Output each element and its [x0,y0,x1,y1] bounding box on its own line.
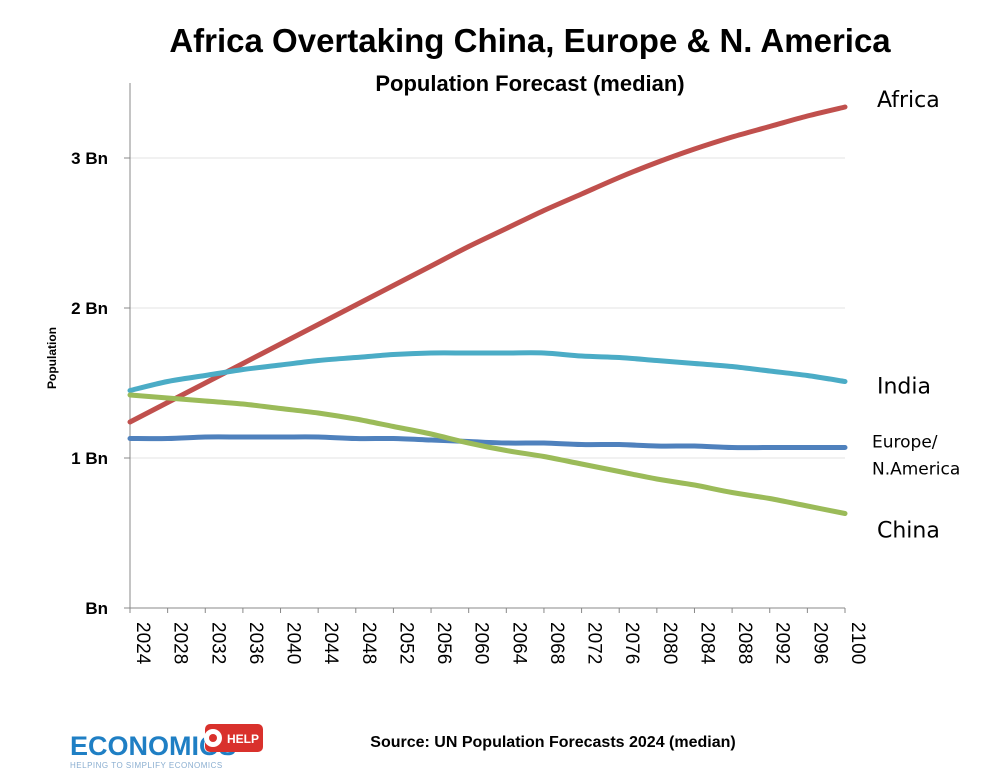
x-tick-label-2052: 2052 [395,622,416,664]
x-tick-label-2036: 2036 [245,622,266,664]
y-axis-label: Population [45,327,59,389]
y-tick-label-0: Bn [85,599,108,618]
x-tick-labels: 2024 2028 2032 2036 2040 2044 2048 2052 2056 2060… [132,622,868,665]
series-label-china: China [877,519,940,544]
x-tick-label-2024: 2024 [132,622,153,665]
economics-help-logo: ECONOMICS HELP HELPING TO SIMPLIFY ECONO… [70,724,263,770]
series-label-africa: Africa [877,88,940,113]
series-labels: Africa India Europe/N.America China [872,88,960,544]
logo-badge-shape [205,724,263,752]
source-note: Source: UN Population Forecasts 2024 (me… [370,734,735,751]
y-tick-label-3: 3 Bn [71,149,108,168]
x-tick-label-2064: 2064 [508,622,529,665]
logo-badge: HELP [227,732,259,746]
x-tick-label-2048: 2048 [358,622,379,664]
x-tick-label-2096: 2096 [809,622,830,664]
x-tick-label-2080: 2080 [659,622,680,664]
x-tick-label-2092: 2092 [772,622,793,664]
x-tick-label-2040: 2040 [283,622,304,664]
x-tick-label-2100: 2100 [847,622,868,664]
x-tick-label-2072: 2072 [584,622,605,664]
series-label-india: India [877,375,931,400]
x-tick-label-2032: 2032 [207,622,228,664]
axes [124,83,846,613]
x-tick-label-2044: 2044 [320,622,341,665]
x-tick-label-2084: 2084 [696,622,717,665]
logo-tagline: HELPING TO SIMPLIFY ECONOMICS [70,761,223,770]
y-tick-label-2: 2 Bn [71,299,108,318]
x-tick-label-2056: 2056 [433,622,454,664]
series-label-europe-n-america: Europe/N.America [872,433,960,480]
logo-gear-hub [209,734,217,742]
series-lines [127,104,848,516]
x-tick-label-2028: 2028 [170,622,191,664]
y-tick-label-1: 1 Bn [71,449,108,468]
x-tick-label-2076: 2076 [621,622,642,664]
y-tick-labels: Bn 1 Bn 2 Bn 3 Bn [71,149,108,618]
series-line-africa [127,104,848,425]
x-tick-label-2060: 2060 [471,622,492,664]
gridlines [130,157,845,459]
chart-title: Africa Overtaking China, Europe & N. Ame… [169,22,891,59]
chart-subtitle: Population Forecast (median) [375,71,684,96]
x-tick-label-2068: 2068 [546,622,567,664]
series-line-europe-n-america [127,434,848,451]
series-line-india [127,350,848,393]
series-line-china [127,392,848,516]
x-tick-label-2088: 2088 [734,622,755,664]
